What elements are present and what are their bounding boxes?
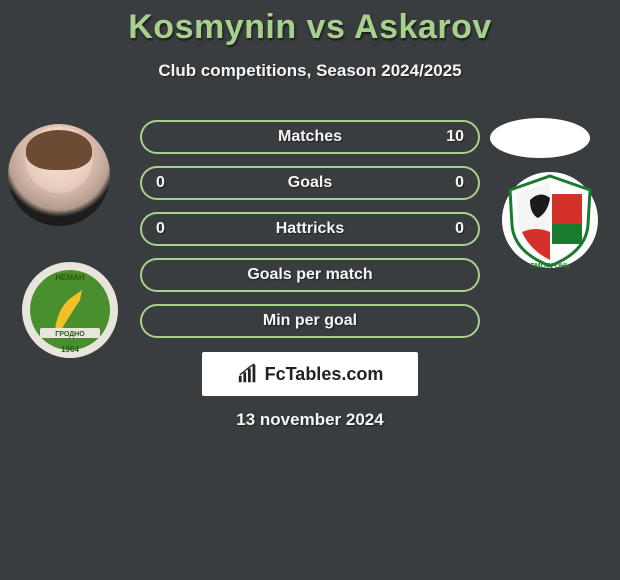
stat-label: Min per goal: [142, 312, 478, 330]
stat-label: Goals: [142, 174, 478, 192]
svg-text:1964: 1964: [61, 345, 79, 354]
svg-text:ГРОДНО: ГРОДНО: [55, 331, 85, 338]
bars-icon: [237, 363, 259, 385]
branding-badge: FcTables.com: [202, 352, 418, 396]
svg-text:НЕМАН: НЕМАН: [55, 273, 85, 282]
player-left-avatar: [8, 124, 110, 226]
stat-left-value: 0: [156, 220, 165, 238]
stat-row-goals: 0 Goals 0: [140, 166, 480, 200]
stat-left-value: 0: [156, 174, 165, 192]
branding-text: FcTables.com: [265, 364, 384, 385]
svg-text:СМОРГОНЬ: СМОРГОНЬ: [530, 263, 570, 270]
club-left-badge: НЕМАН ГРОДНО 1964: [20, 260, 120, 360]
date-label: 13 november 2024: [0, 410, 620, 430]
stat-label: Hattricks: [142, 220, 478, 238]
player-right-avatar: [490, 118, 590, 158]
stat-rows: Matches 10 0 Goals 0 0 Hattricks 0 Goals…: [140, 120, 480, 350]
comparison-card: Kosmynin vs Askarov Club competitions, S…: [0, 0, 620, 580]
club-right-badge: СМОРГОНЬ: [500, 170, 600, 270]
club-left-shield-icon: НЕМАН ГРОДНО 1964: [20, 260, 120, 360]
stat-label: Goals per match: [142, 266, 478, 284]
stat-right-value: 10: [446, 128, 464, 146]
stat-row-min-per-goal: Min per goal: [140, 304, 480, 338]
stat-row-goals-per-match: Goals per match: [140, 258, 480, 292]
stat-row-matches: Matches 10: [140, 120, 480, 154]
page-subtitle: Club competitions, Season 2024/2025: [0, 61, 620, 81]
stat-right-value: 0: [455, 220, 464, 238]
club-right-shield-icon: СМОРГОНЬ: [500, 170, 600, 270]
stat-right-value: 0: [455, 174, 464, 192]
page-title: Kosmynin vs Askarov: [0, 0, 620, 47]
stat-label: Matches: [142, 128, 478, 146]
stat-row-hattricks: 0 Hattricks 0: [140, 212, 480, 246]
